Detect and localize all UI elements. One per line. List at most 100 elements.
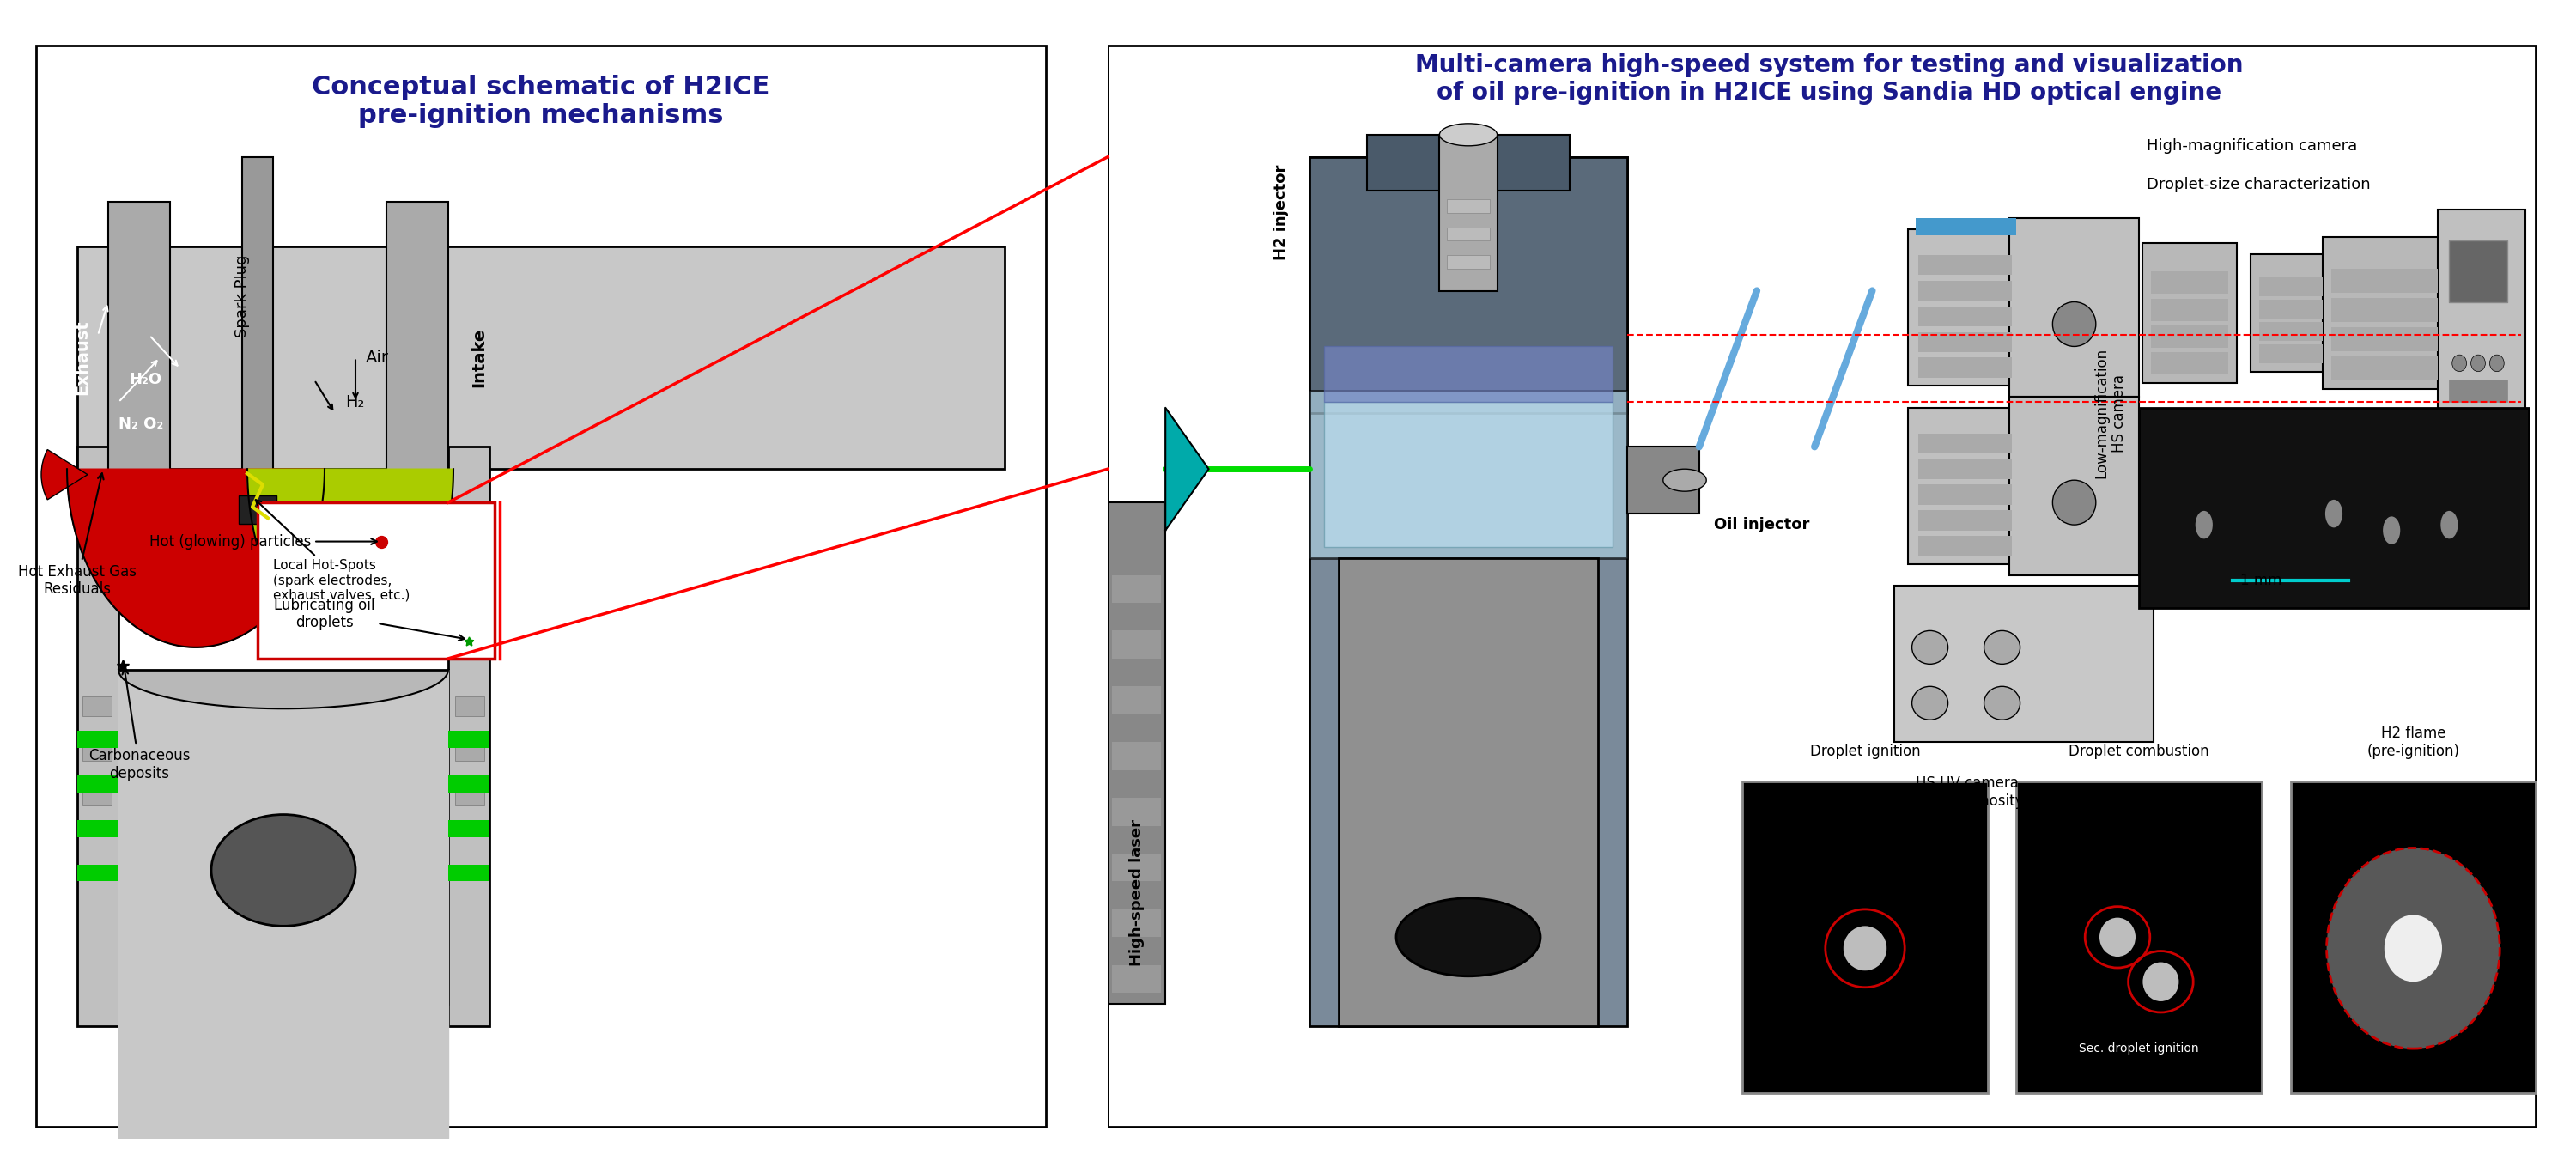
FancyBboxPatch shape: [1108, 45, 2535, 1126]
FancyBboxPatch shape: [2324, 237, 2447, 389]
Bar: [2331, 269, 2437, 293]
Bar: [240, 496, 276, 524]
Bar: [1113, 909, 1162, 937]
Bar: [2331, 297, 2437, 322]
Bar: [82, 697, 111, 716]
Text: Droplet combustion: Droplet combustion: [2069, 743, 2210, 759]
Ellipse shape: [2326, 848, 2499, 1048]
Text: Conceptual schematic of H2ICE
pre-ignition mechanisms: Conceptual schematic of H2ICE pre-igniti…: [312, 74, 770, 128]
FancyBboxPatch shape: [77, 246, 1005, 469]
Ellipse shape: [2470, 355, 2486, 372]
Bar: [2259, 323, 2324, 341]
Text: N₂ O₂: N₂ O₂: [118, 417, 162, 432]
Wedge shape: [41, 449, 88, 499]
Polygon shape: [247, 469, 453, 648]
FancyBboxPatch shape: [2143, 243, 2236, 383]
Ellipse shape: [1844, 926, 1886, 971]
Text: H₂O: H₂O: [129, 373, 162, 388]
FancyBboxPatch shape: [1893, 586, 2154, 742]
Ellipse shape: [1396, 899, 1540, 976]
Bar: [1628, 447, 1700, 513]
Bar: [1919, 536, 2012, 556]
FancyBboxPatch shape: [1741, 781, 1989, 1094]
Ellipse shape: [1664, 469, 1705, 491]
Bar: [1919, 433, 2012, 454]
Bar: [448, 447, 489, 1026]
Bar: [1113, 575, 1162, 603]
Bar: [2151, 298, 2228, 320]
Bar: [242, 157, 273, 491]
Text: H2 flame
(pre-ignition): H2 flame (pre-ignition): [2367, 726, 2460, 759]
Text: Droplet ignition: Droplet ignition: [1811, 743, 1919, 759]
Text: Sec. droplet ignition: Sec. droplet ignition: [2079, 1043, 2200, 1054]
Ellipse shape: [2099, 917, 2136, 957]
FancyBboxPatch shape: [2009, 218, 2138, 397]
Text: Low-magnification
HS camera: Low-magnification HS camera: [2094, 348, 2128, 478]
Ellipse shape: [2195, 511, 2213, 539]
Bar: [2331, 326, 2437, 351]
Ellipse shape: [211, 815, 355, 926]
Bar: [108, 202, 170, 491]
Bar: [2259, 277, 2324, 296]
FancyBboxPatch shape: [258, 503, 495, 658]
FancyBboxPatch shape: [1309, 391, 1628, 558]
Ellipse shape: [2439, 511, 2458, 539]
Bar: [82, 786, 111, 806]
Bar: [386, 202, 448, 491]
Text: Hot Exhaust Gas
Residuals: Hot Exhaust Gas Residuals: [18, 474, 137, 597]
Ellipse shape: [2053, 302, 2097, 346]
Bar: [1113, 630, 1162, 658]
Polygon shape: [1164, 408, 1208, 531]
Text: Exhaust: Exhaust: [75, 320, 90, 395]
Bar: [1919, 281, 2012, 301]
FancyBboxPatch shape: [1309, 157, 1628, 1026]
Bar: [1448, 200, 1489, 212]
Bar: [1113, 798, 1162, 825]
Bar: [77, 447, 118, 1026]
FancyBboxPatch shape: [36, 45, 1046, 1126]
FancyBboxPatch shape: [2251, 254, 2331, 372]
Bar: [456, 741, 484, 762]
FancyBboxPatch shape: [1108, 503, 1164, 1004]
Text: High-magnification camera: High-magnification camera: [2146, 138, 2357, 153]
FancyBboxPatch shape: [2437, 209, 2524, 427]
FancyBboxPatch shape: [2138, 408, 2530, 608]
Bar: [1919, 307, 2012, 326]
Text: H2 injector: H2 injector: [1273, 165, 1288, 260]
FancyBboxPatch shape: [1309, 157, 1628, 413]
FancyBboxPatch shape: [1340, 558, 1597, 1026]
Text: Oil injector: Oil injector: [1713, 517, 1808, 533]
Bar: [1113, 853, 1162, 881]
Bar: [77, 820, 118, 837]
Bar: [2450, 240, 2506, 302]
Ellipse shape: [1440, 123, 1497, 146]
Text: 1 mm: 1 mm: [2241, 572, 2282, 589]
Bar: [456, 697, 484, 716]
Text: Air: Air: [366, 349, 389, 366]
FancyBboxPatch shape: [1324, 346, 1613, 402]
Text: Lubricating oil
droplets: Lubricating oil droplets: [273, 597, 464, 641]
Text: Multi-camera high-speed system for testing and visualization
of oil pre-ignition: Multi-camera high-speed system for testi…: [1414, 53, 2244, 104]
Bar: [77, 865, 118, 881]
Ellipse shape: [2452, 355, 2468, 372]
Ellipse shape: [1911, 686, 1947, 720]
Bar: [252, 982, 314, 1116]
Text: Carbonaceous
deposits: Carbonaceous deposits: [88, 669, 191, 781]
Bar: [1919, 255, 2012, 275]
Bar: [77, 776, 118, 792]
Bar: [1113, 965, 1162, 993]
Text: High-speed laser: High-speed laser: [1128, 820, 1144, 966]
FancyBboxPatch shape: [1909, 230, 2025, 385]
Bar: [448, 776, 489, 792]
Bar: [82, 741, 111, 762]
Text: HS UV camera
OH* luminosity: HS UV camera OH* luminosity: [1917, 776, 2022, 809]
Bar: [1917, 218, 2017, 235]
Ellipse shape: [1984, 630, 2020, 664]
Ellipse shape: [2143, 962, 2179, 1001]
FancyBboxPatch shape: [1909, 408, 2025, 564]
Ellipse shape: [1984, 686, 2020, 720]
Bar: [77, 731, 118, 748]
Bar: [2151, 325, 2228, 347]
Bar: [1919, 511, 2012, 531]
Text: Hot (glowing) particles: Hot (glowing) particles: [149, 534, 376, 549]
